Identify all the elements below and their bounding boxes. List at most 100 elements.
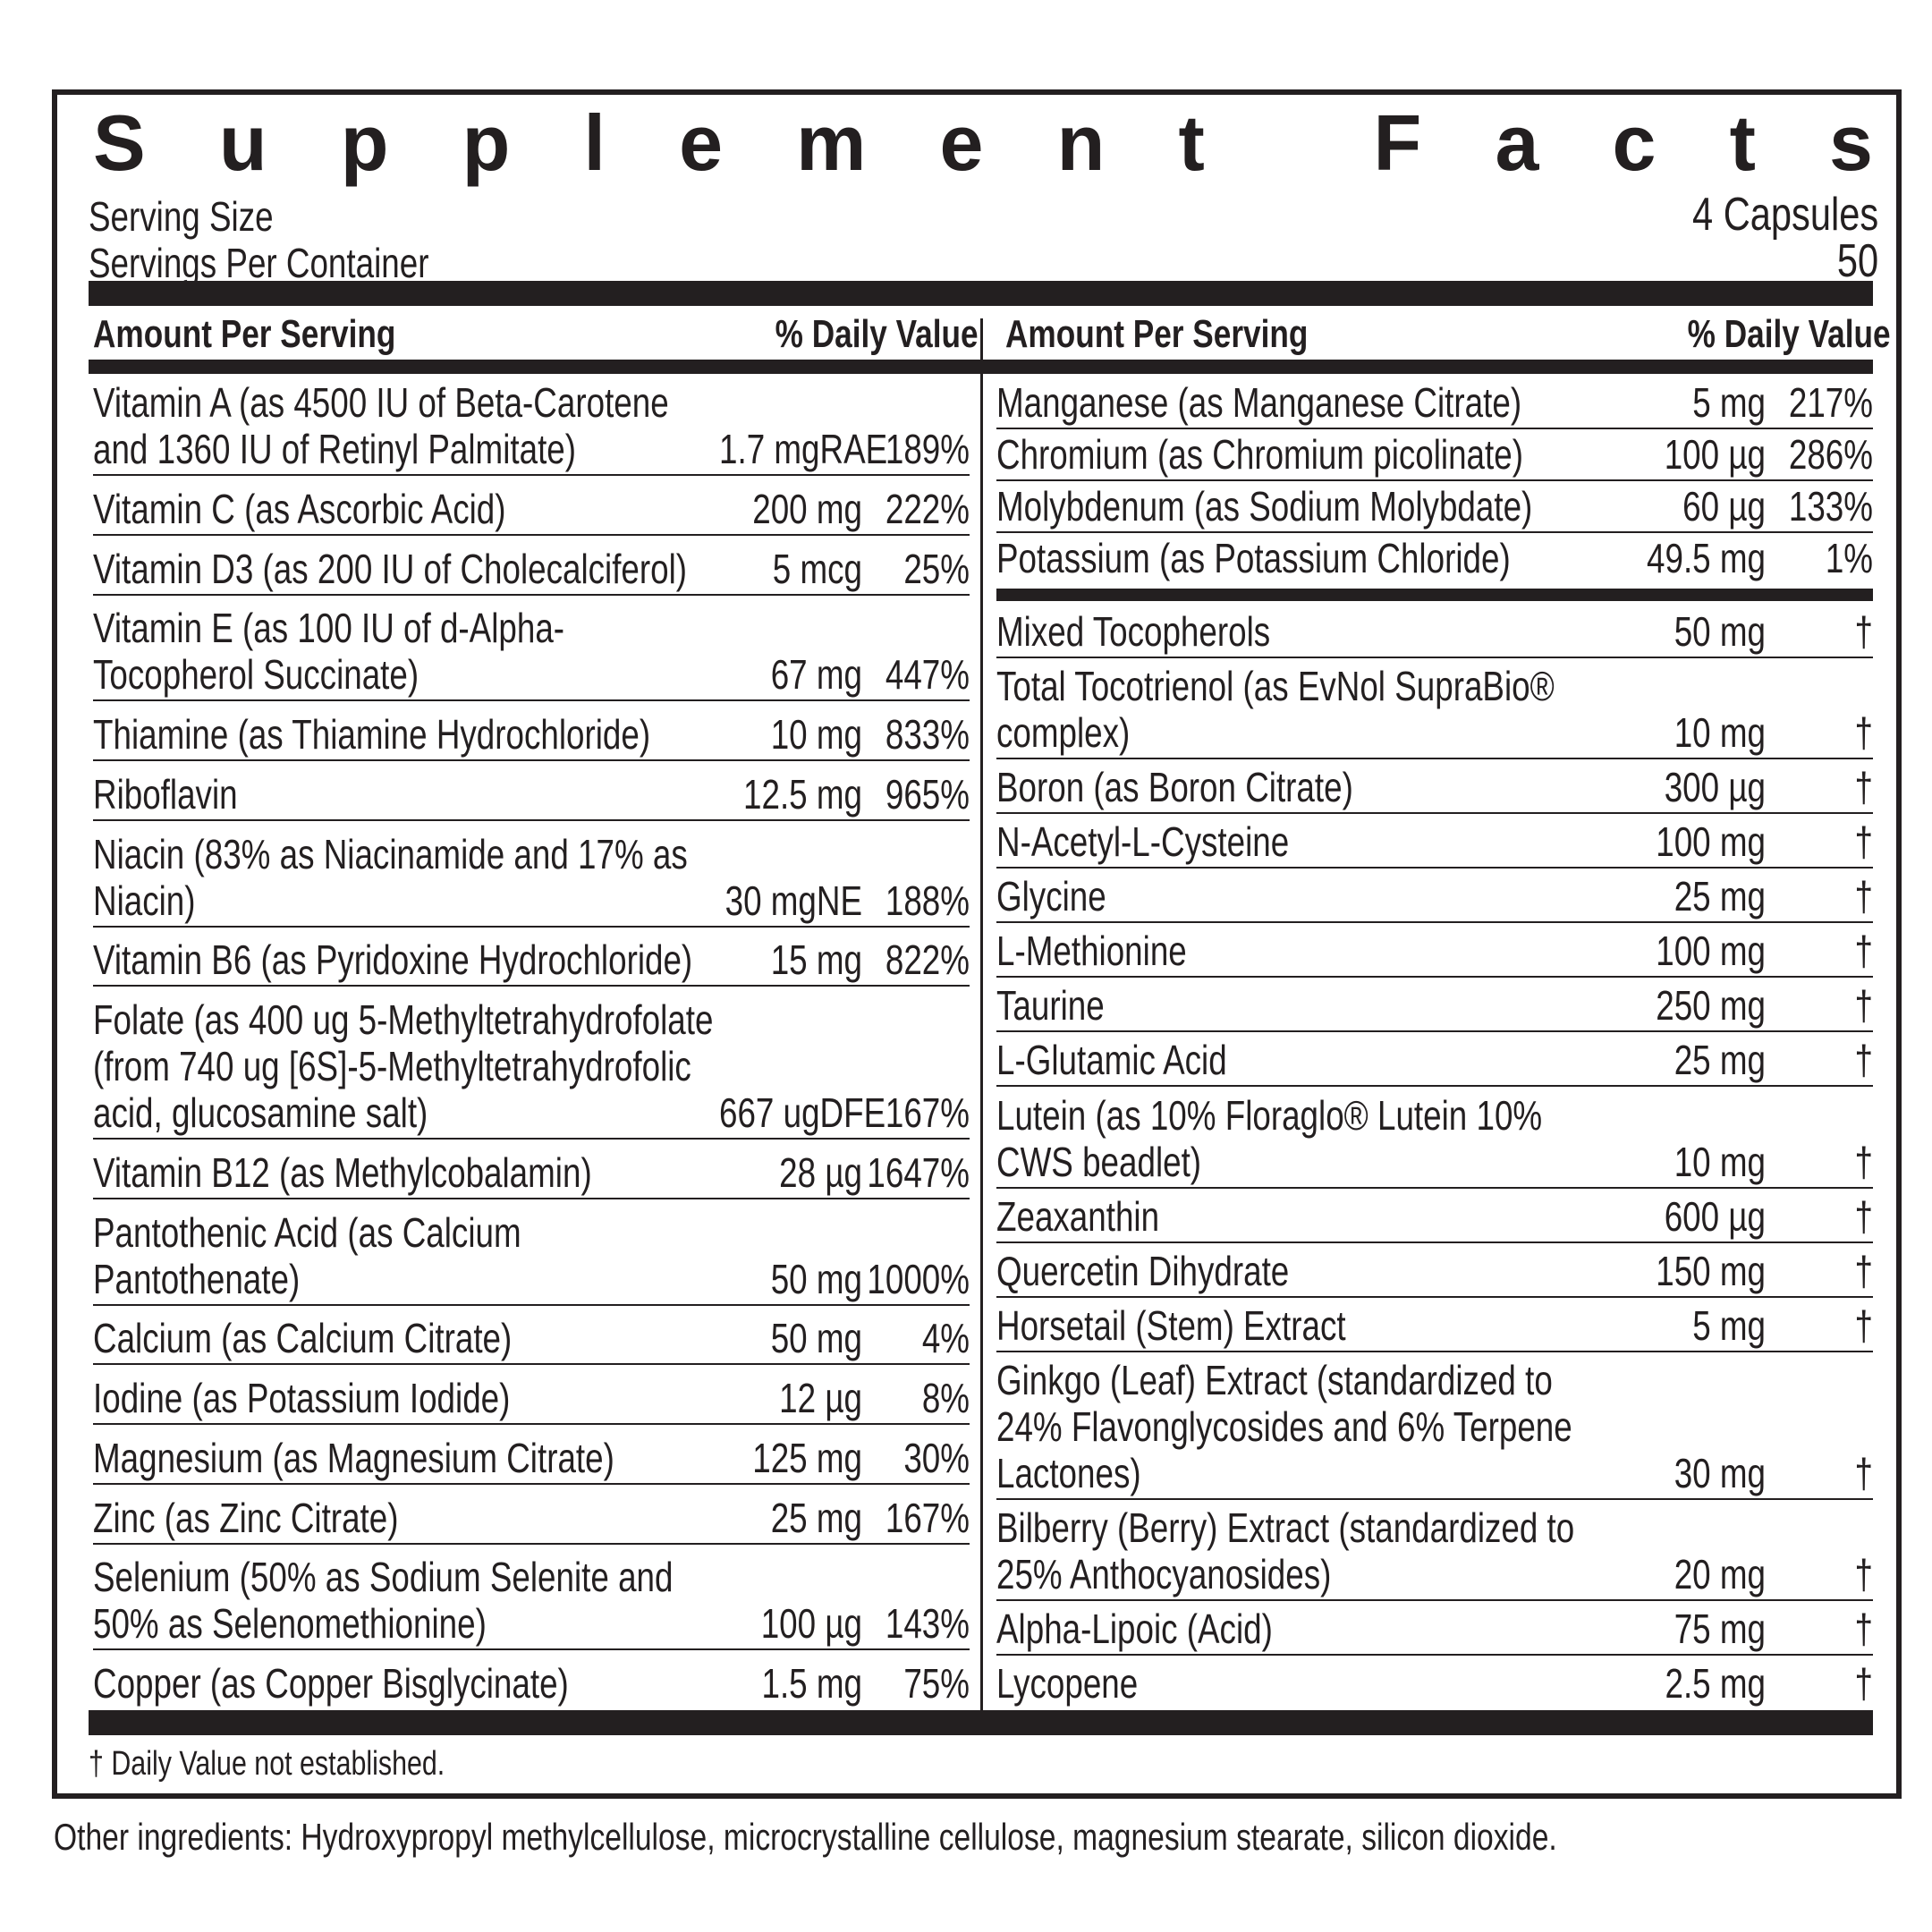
nutrient-amount: 1.5 mg [761,1660,862,1707]
nutrient-row: Pantothenic Acid (as Calcium Pantothenat… [93,1208,970,1306]
nutrient-name: Vitamin C (as Ascorbic Acid) [93,485,506,532]
daily-value: 8% [921,1375,970,1421]
nutrient-amount: 12 µg [779,1375,862,1421]
nutrient-row: Alpha-Lipoic (Acid) 75 mg † [996,1604,1873,1656]
daily-value: 822% [885,936,970,984]
daily-value: 167% [885,1494,970,1541]
nutrient-amount: 25 mg [1674,873,1766,920]
daily-value: † [1854,818,1873,866]
dv-header: % Daily Value [775,312,979,356]
nutrient-amount: 49.5 mg [1647,535,1766,581]
daily-value: 143% [885,1600,970,1648]
nutrient-row: Potassium (as Potassium Chloride) 49.5 mg… [996,533,1873,583]
daily-value: † [1854,1037,1873,1084]
daily-value: 286% [1788,431,1873,478]
nutrient-name: Alpha-Lipoic (Acid) [996,1605,1273,1652]
nutrient-amount: 100 mg [1656,818,1766,866]
nutrient-row: Molybdenum (as Sodium Molybdate) 60 µg 133… [996,481,1873,533]
nutrient-name: Thiamine (as Thiamine Hydrochloride) [93,711,651,758]
daily-value: 965% [885,770,970,818]
nutrient-name: Folate (as 400 ug 5-Methyltetrahydrofola… [93,996,714,1136]
nutrient-row: Zeaxanthin 600 µg † [996,1191,1873,1243]
nutrient-row: Ginkgo (Leaf) Extract (standardized to 2… [996,1355,1873,1500]
daily-value: † [1854,608,1873,655]
nutrient-amount: 667 ugDFE [719,1089,886,1136]
nutrient-amount: 100 mg [1656,928,1766,975]
nutrient-amount: 2.5 mg [1665,1659,1766,1707]
daily-value: † [1854,1192,1873,1240]
nutrient-name: Lycopene [996,1659,1139,1707]
servings-per-container-value: 50 [1836,235,1878,287]
nutrient-name: Zeaxanthin [996,1192,1160,1240]
daily-value: 30% [903,1434,970,1481]
nutrient-amount: 12.5 mg [743,770,862,818]
daily-value: 1000% [867,1255,970,1302]
nutrient-row: Iodine (as Potassium Iodide) 12 µg 8% [93,1373,970,1425]
nutrient-amount: 150 mg [1656,1247,1766,1294]
nutrient-row: Thiamine (as Thiamine Hydrochloride) 10 m… [93,709,970,761]
nutrient-amount: 5 mg [1692,1301,1766,1349]
right-column: Manganese (as Manganese Citrate) 5 mg 217%… [996,377,1873,1708]
daily-value: † [1854,1247,1873,1294]
daily-value: 25% [903,545,970,592]
nutrient-name: Bilberry (Berry) Extract (standardized t… [996,1504,1575,1597]
dv-header: % Daily Value [1687,312,1891,356]
nutrient-name: Lutein (as 10% Floraglo® Lutein 10% CWS … [996,1091,1543,1185]
nutrient-name: Vitamin D3 (as 200 IU of Cholecalciferol… [93,545,688,592]
nutrient-name: Zinc (as Zinc Citrate) [93,1494,399,1541]
nutrient-name: Selenium (50% as Sodium Selenite and 50%… [93,1554,674,1648]
nutrient-row: Vitamin D3 (as 200 IU of Cholecalciferol… [93,544,970,596]
daily-value: 833% [885,711,970,758]
nutrient-row: Boron (as Boron Citrate) 300 µg † [996,762,1873,815]
nutrient-amount: 20 mg [1674,1550,1766,1597]
nutrient-amount: 10 mg [1674,709,1766,757]
nutrient-amount: 60 µg [1682,483,1766,530]
nutrient-name: Taurine [996,982,1105,1030]
nutrient-amount: 10 mg [1674,1138,1766,1185]
nutrient-name: Potassium (as Potassium Chloride) [996,535,1511,581]
nutrient-row: Vitamin A (as 4500 IU of Beta-Carotene a… [93,377,970,476]
other-ingredients-list: Mixed Tocopherols 50 mg † Total Tocotrienol… [996,606,1873,1708]
nutrient-row: Vitamin E (as 100 IU of d-Alpha-Tocopher… [93,603,970,702]
rule-bottom [89,1710,1873,1735]
daily-value: † [1854,873,1873,920]
nutrient-amount: 125 mg [752,1434,862,1481]
daily-value: 133% [1788,483,1873,530]
nutrient-amount: 300 µg [1664,764,1766,811]
nutrient-amount: 100 µg [760,1600,862,1648]
nutrient-row: Folate (as 400 ug 5-Methyltetrahydrofola… [93,995,970,1140]
serving-values: 4 Capsules 50 [1692,191,1878,284]
nutrient-name: Iodine (as Potassium Iodide) [93,1375,511,1421]
serving-size-value: 4 Capsules [1691,189,1878,241]
nutrient-row: Zinc (as Zinc Citrate) 25 mg 167% [93,1493,970,1545]
nutrient-name: Manganese (as Manganese Citrate) [996,379,1522,426]
nutrient-row: N-Acetyl-L-Cysteine 100 mg † [996,817,1873,869]
nutrient-row: Vitamin B6 (as Pyridoxine Hydrochloride)… [93,935,970,987]
nutrient-amount: 67 mg [770,651,862,699]
nutrient-row: Magnesium (as Magnesium Citrate) 125 mg 30… [93,1433,970,1485]
left-column: Vitamin A (as 4500 IU of Beta-Carotene a… [93,377,970,1708]
left-header: Amount Per Serving % Daily Value [93,309,979,360]
footnote: † Daily Value not established. [89,1745,445,1783]
other-ingredients: Other ingredients: Hydroxypropyl methylc… [54,1816,1557,1858]
nutrient-name: Pantothenic Acid (as Calcium Pantothenat… [93,1208,521,1302]
daily-value: † [1854,764,1873,811]
nutrient-name: Calcium (as Calcium Citrate) [93,1315,513,1362]
daily-value: 167% [885,1089,970,1136]
nutrient-name: L-Methionine [996,928,1187,975]
nutrient-name: Molybdenum (as Sodium Molybdate) [996,483,1533,530]
nutrient-row: Quercetin Dihydrate 150 mg † [996,1246,1873,1298]
nutrient-amount: 50 mg [770,1255,862,1302]
nutrient-name: Quercetin Dihydrate [996,1247,1290,1294]
nutrient-name: Ginkgo (Leaf) Extract (standardized to 2… [996,1356,1572,1496]
nutrient-name: N-Acetyl-L-Cysteine [996,818,1290,866]
facts-panel: Supplement Facts Serving Size Servings P… [52,89,1902,1799]
nutrient-amount: 1.7 mgRAE [719,426,888,472]
right-header: Amount Per Serving % Daily Value [1005,309,1891,360]
nutrient-amount: 5 mcg [772,545,862,592]
nutrient-amount: 28 µg [779,1148,862,1196]
daily-value: † [1854,1301,1873,1349]
nutrient-row: Horsetail (Stem) Extract 5 mg † [996,1301,1873,1352]
minerals: Manganese (as Manganese Citrate) 5 mg 217%… [996,377,1873,583]
